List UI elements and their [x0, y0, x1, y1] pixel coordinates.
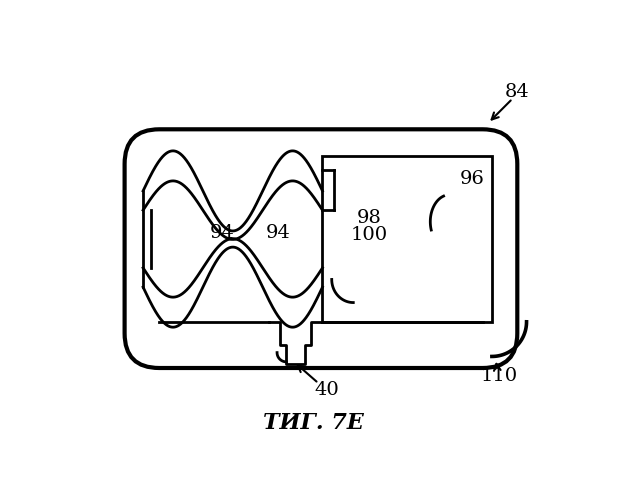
- Text: 84: 84: [505, 84, 530, 102]
- FancyBboxPatch shape: [125, 130, 517, 368]
- Text: 94: 94: [210, 224, 235, 242]
- Text: 40: 40: [314, 380, 339, 398]
- Text: 110: 110: [481, 366, 518, 384]
- Text: 100: 100: [350, 226, 387, 244]
- FancyBboxPatch shape: [322, 156, 492, 322]
- Text: 94: 94: [266, 224, 291, 242]
- Text: 96: 96: [460, 170, 485, 188]
- Text: ΤИГ. 7Е: ΤИГ. 7Е: [263, 412, 364, 434]
- Text: 98: 98: [356, 209, 381, 227]
